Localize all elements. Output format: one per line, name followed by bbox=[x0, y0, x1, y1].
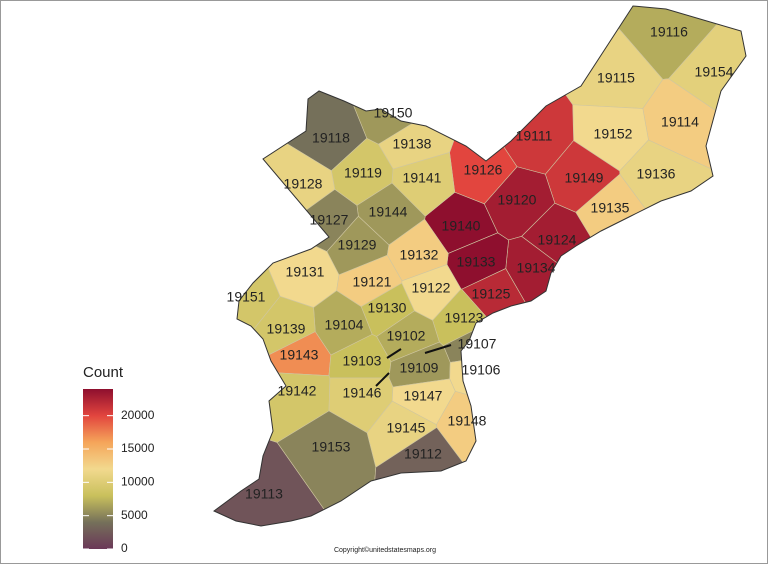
legend-title: Count bbox=[83, 364, 124, 381]
zip-label: 19128 bbox=[284, 176, 323, 192]
zip-label: 19129 bbox=[338, 237, 377, 253]
zip-label: 19149 bbox=[565, 170, 604, 186]
zip-label: 19104 bbox=[325, 317, 364, 333]
copyright: Copyright©unitedstatesmaps.org bbox=[334, 546, 436, 554]
zip-label: 19107 bbox=[458, 336, 497, 352]
zip-label: 19141 bbox=[403, 170, 442, 186]
zip-label: 19153 bbox=[312, 439, 351, 455]
zip-label: 19111 bbox=[516, 128, 553, 144]
zip-label: 19136 bbox=[637, 166, 676, 182]
zip-label: 19139 bbox=[267, 321, 306, 337]
zip-label: 19113 bbox=[245, 486, 283, 502]
zip-label: 19132 bbox=[400, 247, 439, 263]
zip-label: 19138 bbox=[393, 136, 432, 152]
legend-tick-label: 15000 bbox=[121, 441, 155, 455]
leader-lines bbox=[375, 344, 452, 387]
zip-label: 19143 bbox=[280, 347, 319, 363]
zip-label: 19145 bbox=[387, 420, 426, 436]
zip-label: 19127 bbox=[310, 212, 349, 228]
legend-colorbar bbox=[83, 389, 113, 549]
zip-label: 19133 bbox=[457, 254, 496, 270]
zip-label: 19121 bbox=[353, 274, 392, 290]
zip-label: 19150 bbox=[374, 105, 413, 121]
legend-tick-label: 5000 bbox=[121, 508, 148, 522]
legend-tick-label: 10000 bbox=[121, 475, 155, 489]
legend-ticks: 0 5000 10000 15000 20000 bbox=[83, 408, 155, 555]
zip-label: 19148 bbox=[448, 413, 487, 429]
zip-label: 19118 bbox=[312, 130, 350, 146]
zip-label: 19130 bbox=[368, 300, 407, 316]
zip-label: 19109 bbox=[400, 360, 439, 376]
zip-label: 19103 bbox=[343, 353, 382, 369]
zip-label: 19140 bbox=[442, 218, 481, 234]
zip-label: 19152 bbox=[594, 126, 633, 142]
zip-label: 19106 bbox=[462, 362, 501, 378]
zip-region bbox=[469, 6, 574, 175]
city-outline bbox=[213, 5, 747, 527]
zip-label: 19119 bbox=[344, 165, 382, 181]
zip-label: 19116 bbox=[650, 24, 688, 40]
zip-label: 19122 bbox=[412, 280, 451, 296]
zip-label: 19142 bbox=[278, 383, 317, 399]
zip-label: 19114 bbox=[661, 114, 699, 130]
zip-labels: 19116 19154 19115 19114 19152 19136 19111 19149… bbox=[227, 24, 734, 502]
zip-label: 19146 bbox=[343, 385, 382, 401]
zip-label: 19144 bbox=[369, 204, 408, 220]
zip-label: 19147 bbox=[404, 388, 443, 404]
zip-label: 19126 bbox=[464, 162, 503, 178]
zip-label: 19124 bbox=[538, 232, 577, 248]
zip-label: 19123 bbox=[445, 310, 484, 326]
zip-label: 19112 bbox=[404, 446, 442, 462]
zip-label: 19135 bbox=[591, 200, 630, 216]
zip-region bbox=[575, 173, 746, 463]
zip-label: 19151 bbox=[227, 289, 266, 305]
zip-label: 19134 bbox=[517, 260, 556, 276]
legend-tick-label: 0 bbox=[121, 541, 128, 555]
zip-label: 19120 bbox=[498, 192, 537, 208]
zip-label: 19131 bbox=[286, 264, 325, 280]
legend-tick-label: 20000 bbox=[121, 408, 155, 422]
zip-label: 19102 bbox=[387, 328, 426, 344]
zip-label: 19115 bbox=[597, 70, 635, 86]
zip-label: 19154 bbox=[695, 64, 734, 80]
zip-label: 19125 bbox=[472, 286, 511, 302]
